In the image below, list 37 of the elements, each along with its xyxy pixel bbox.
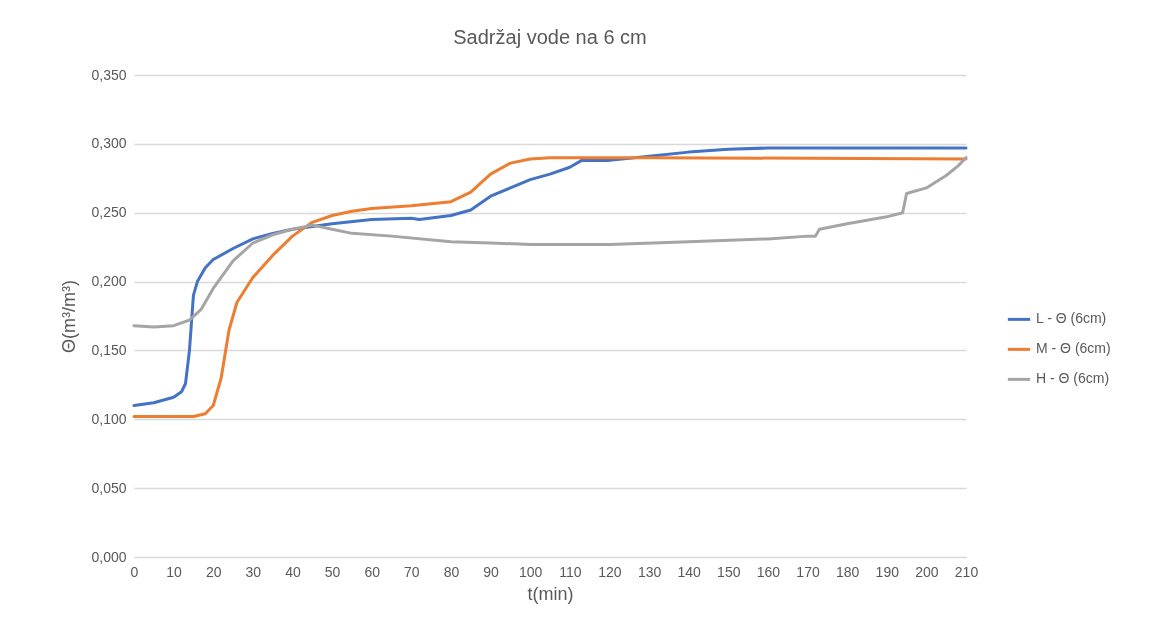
x-tick-label: 140 bbox=[677, 563, 702, 580]
y-tick-label: 0,200 bbox=[91, 273, 127, 290]
x-tick-label: 70 bbox=[404, 563, 420, 580]
x-tick-label: 190 bbox=[875, 563, 900, 580]
legend-label: H - Θ (6cm) bbox=[1036, 370, 1110, 387]
x-tick-label: 170 bbox=[796, 563, 820, 580]
x-tick-label: 110 bbox=[559, 563, 582, 580]
x-tick-label: 40 bbox=[285, 563, 301, 580]
x-tick-label: 0 bbox=[130, 563, 139, 580]
legend-label: M - Θ (6cm) bbox=[1036, 340, 1111, 357]
y-tick-label: 0,100 bbox=[91, 410, 127, 427]
y-tick-label: 0,350 bbox=[91, 66, 127, 83]
x-tick-label: 180 bbox=[835, 563, 860, 580]
y-tick-label: 0,000 bbox=[91, 548, 127, 565]
x-axis-title: t(min) bbox=[527, 583, 574, 604]
x-tick-label: 160 bbox=[756, 563, 781, 580]
x-tick-label: 120 bbox=[598, 563, 622, 580]
x-tick-label: 150 bbox=[717, 563, 741, 580]
legend-label: L - Θ (6cm) bbox=[1036, 310, 1107, 327]
y-tick-label: 0,150 bbox=[91, 341, 127, 358]
y-tick-label: 0,250 bbox=[91, 204, 127, 221]
x-tick-label: 20 bbox=[205, 563, 222, 580]
x-tick-label: 100 bbox=[519, 563, 543, 580]
x-tick-label: 10 bbox=[166, 563, 183, 580]
x-tick-label: 50 bbox=[324, 563, 341, 580]
chart-title: Sadržaj vode na 6 cm bbox=[453, 26, 647, 48]
x-tick-label: 200 bbox=[915, 563, 939, 580]
x-tick-label: 30 bbox=[245, 563, 262, 580]
x-tick-label: 60 bbox=[364, 563, 381, 580]
line-series bbox=[132, 156, 968, 329]
x-tick-label: 130 bbox=[637, 563, 662, 580]
x-tick-label: 210 bbox=[954, 563, 979, 580]
y-tick-label: 0,300 bbox=[91, 135, 127, 152]
x-tick-label: 80 bbox=[443, 563, 460, 580]
y-tick-label: 0,050 bbox=[91, 479, 127, 496]
y-axis-title: Θ(m³/m³) bbox=[59, 280, 80, 353]
x-tick-label: 90 bbox=[483, 563, 500, 580]
